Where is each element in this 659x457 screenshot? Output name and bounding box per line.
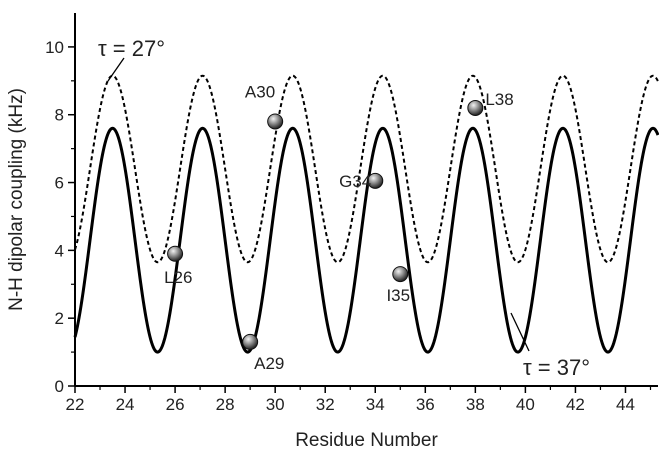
data-point-label: L26 (164, 268, 192, 287)
data-point-i35 (392, 266, 409, 283)
x-axis-label: Residue Number (295, 430, 438, 451)
x-tick-label: 42 (566, 395, 585, 414)
x-tick-label: 34 (366, 395, 385, 414)
data-point-l26 (167, 245, 184, 262)
x-tick-label: 30 (266, 395, 285, 414)
y-tick-label: 6 (55, 174, 64, 193)
x-tick-label: 44 (616, 395, 635, 414)
x-tick-label: 40 (516, 395, 535, 414)
data-point-label: A30 (245, 83, 275, 102)
tau-37-leader-line (510, 312, 530, 352)
data-point-l38 (467, 99, 484, 116)
x-tick-label: 38 (466, 395, 485, 414)
y-tick-label: 0 (55, 377, 64, 396)
series-label-tau-37: τ = 37° (523, 355, 590, 380)
series-line-tau-27 (74, 74, 659, 264)
data-point-a29 (242, 333, 259, 350)
data-point-a30 (267, 113, 284, 130)
series-label-tau-27: τ = 27° (98, 36, 165, 61)
data-point-label: L38 (485, 90, 513, 109)
y-tick-label: 8 (55, 106, 64, 125)
data-point-g34 (367, 172, 384, 189)
y-tick-label: 2 (55, 309, 64, 328)
x-tick-label: 36 (416, 395, 435, 414)
x-tick-label: 28 (216, 395, 235, 414)
data-point-label: A29 (254, 354, 284, 373)
data-point-label: G34 (339, 172, 371, 191)
data-point-label: I35 (386, 286, 410, 305)
y-tick-label: 10 (45, 38, 64, 57)
y-axis-label: N-H dipolar coupling (kHz) (6, 88, 27, 311)
x-tick-label: 22 (66, 395, 85, 414)
x-tick-label: 32 (316, 395, 335, 414)
series-line-tau-37 (73, 126, 659, 354)
x-tick-label: 26 (166, 395, 185, 414)
y-tick-label: 4 (55, 241, 64, 260)
x-tick-label: 24 (116, 395, 135, 414)
tau-27-leader-line (107, 57, 125, 82)
